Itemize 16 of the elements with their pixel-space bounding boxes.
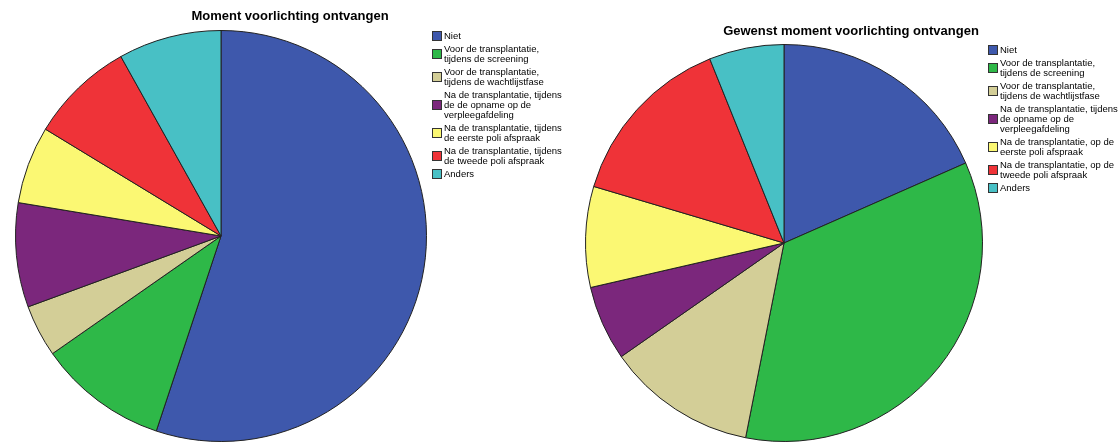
- legend-label: Voor de transplantatie, tijdens de screening: [444, 43, 541, 64]
- legend-label: Na de transplantatie, tijdens de eerste poli afspraak: [444, 122, 563, 143]
- legend-label: Na de transplantatie, tijdens de tweede poli afspraak: [444, 145, 563, 166]
- legend-label: Voor de transplantatie, tijdens de wachtlijstfase: [1000, 80, 1101, 101]
- legend-label: Niet: [444, 30, 462, 41]
- legend-label: Na de transplantatie, op de tweede poli afspraak: [1000, 159, 1116, 180]
- legend-label: Niet: [1000, 44, 1018, 55]
- legend-label: Na de transplantatie, tijdens de de opname op de verpleegafdeling: [444, 89, 563, 120]
- legend-label: Anders: [444, 168, 476, 179]
- legend-label: Anders: [1000, 182, 1032, 193]
- chart-title: Gewenst moment voorlichting ontvangen: [723, 23, 979, 38]
- legend-label: Na de transplantatie, tijdens de opname op de verpleegafdeling: [1000, 103, 1119, 134]
- legend-label: Na de transplantatie, op de eerste poli afspraak: [1000, 136, 1116, 157]
- legend-label: Voor de transplantatie, tijdens de wachtlijstfase: [444, 66, 545, 87]
- chart-title: Moment voorlichting ontvangen: [191, 8, 389, 23]
- legend-label: Voor de transplantatie, tijdens de screening: [1000, 57, 1097, 78]
